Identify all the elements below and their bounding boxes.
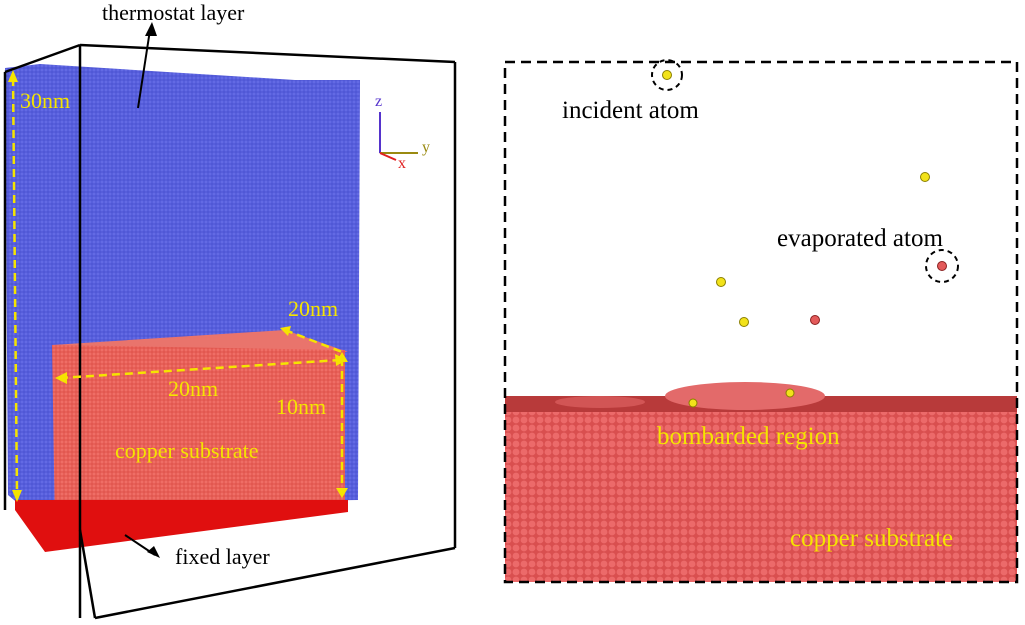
axis-x: x [398, 155, 406, 172]
right-panel: incident atom evaporated atom bombarded … [503, 59, 1019, 584]
thermostat-label: thermostat layer [102, 0, 245, 25]
axis-y: y [422, 139, 430, 156]
width-label: 20nm [168, 376, 218, 401]
fixed-layer [15, 500, 348, 552]
pointer-head [145, 22, 157, 36]
substrate [505, 398, 1017, 582]
bombarded-label: bombarded region [657, 423, 840, 450]
bombarded-bump [665, 382, 825, 410]
pointer [137, 29, 151, 109]
left-panel: thermostat layer 30nm 20nm 20nm 10nm cop… [3, 0, 457, 620]
height-label: 30nm [20, 88, 70, 113]
incident-label: incident atom [562, 97, 699, 124]
fixed-label: fixed layer [175, 544, 270, 569]
surface-bump [555, 396, 645, 408]
red-atoms [810, 261, 947, 325]
substrate-block [52, 345, 345, 528]
axis-z: z [375, 93, 382, 110]
evaporated-marker [925, 249, 959, 283]
box-frame [3, 43, 457, 620]
substrate-label: copper substrate [115, 438, 259, 463]
dimension-lines [11, 77, 344, 497]
yellow-atoms [662, 70, 930, 408]
evaporated-label: evaporated atom [777, 225, 943, 252]
axes-triad: z y x [375, 93, 430, 172]
substrate-label: copper substrate [790, 525, 953, 552]
incident-marker [651, 59, 683, 91]
arrowheads [8, 70, 348, 502]
pointer-head [147, 546, 160, 558]
depth-label: 20nm [288, 296, 338, 321]
frame [503, 60, 1019, 584]
substrate-height-label: 10nm [276, 394, 326, 419]
